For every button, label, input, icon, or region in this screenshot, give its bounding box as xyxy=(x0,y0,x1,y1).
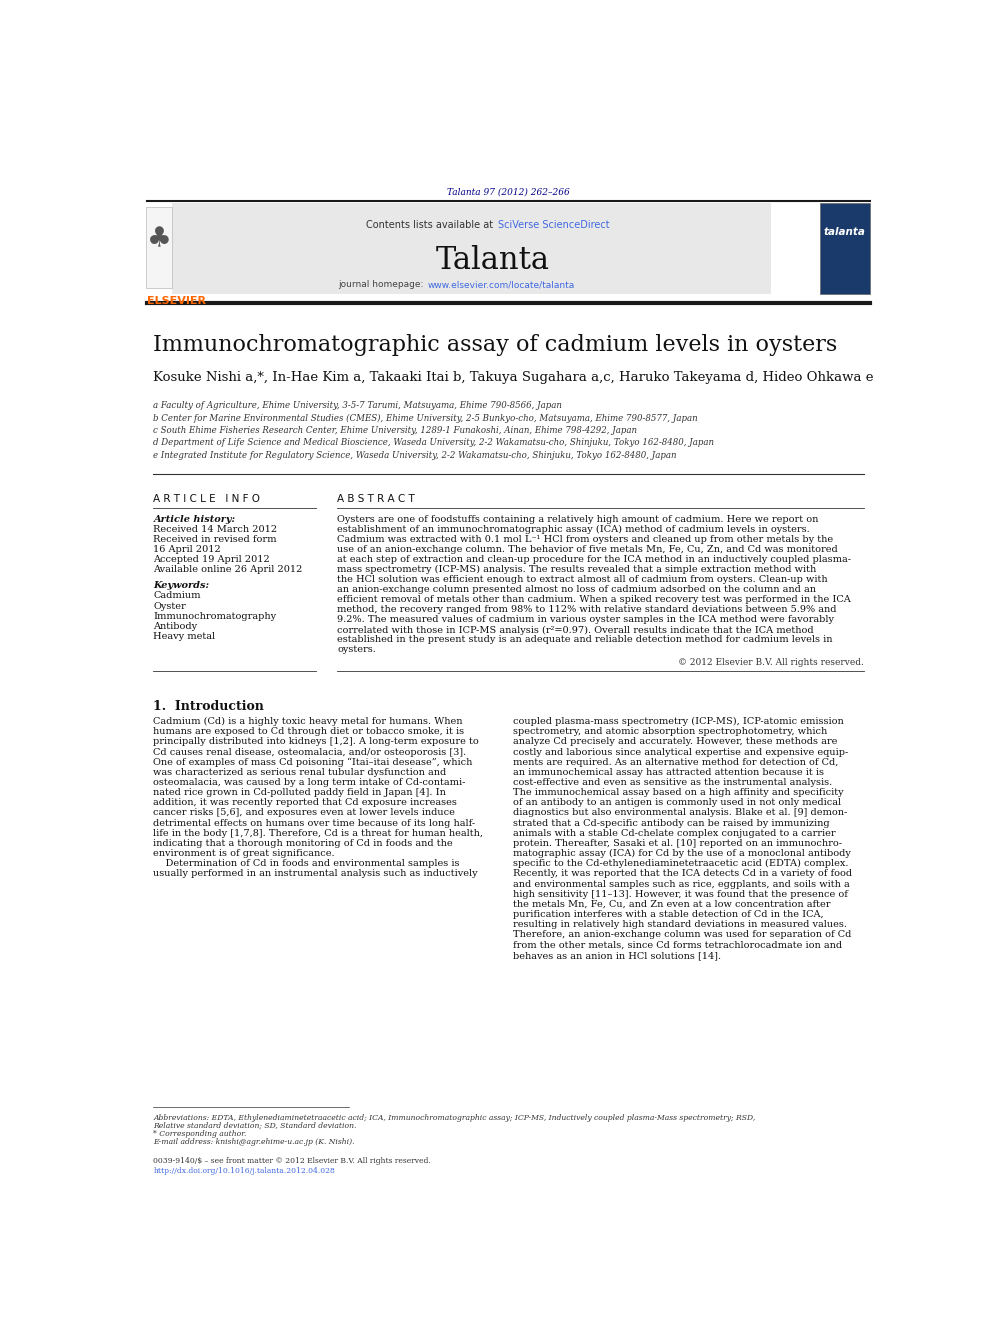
Text: correlated with those in ICP-MS analysis (r²=0.97). Overall results indicate tha: correlated with those in ICP-MS analysis… xyxy=(337,626,813,635)
Text: humans are exposed to Cd through diet or tobacco smoke, it is: humans are exposed to Cd through diet or… xyxy=(154,728,464,736)
Text: Talanta 97 (2012) 262–266: Talanta 97 (2012) 262–266 xyxy=(447,188,569,197)
Text: Immunochromatography: Immunochromatography xyxy=(154,611,277,620)
Text: mass spectrometry (ICP-MS) analysis. The results revealed that a simple extracti: mass spectrometry (ICP-MS) analysis. The… xyxy=(337,565,816,574)
Text: Oysters are one of foodstuffs containing a relatively high amount of cadmium. He: Oysters are one of foodstuffs containing… xyxy=(337,515,818,524)
Text: b Center for Marine Environmental Studies (CMES), Ehime University, 2-5 Bunkyo-c: b Center for Marine Environmental Studie… xyxy=(154,414,698,423)
Text: Antibody: Antibody xyxy=(154,622,197,631)
Text: journal homepage:: journal homepage: xyxy=(338,280,427,290)
Text: © 2012 Elsevier B.V. All rights reserved.: © 2012 Elsevier B.V. All rights reserved… xyxy=(679,659,864,668)
Text: Available online 26 April 2012: Available online 26 April 2012 xyxy=(154,565,303,574)
Text: cancer risks [5,6], and exposures even at lower levels induce: cancer risks [5,6], and exposures even a… xyxy=(154,808,455,818)
Text: animals with a stable Cd-chelate complex conjugated to a carrier: animals with a stable Cd-chelate complex… xyxy=(513,828,835,837)
Text: Contents lists available at: Contents lists available at xyxy=(366,221,496,230)
Text: use of an anion-exchange column. The behavior of five metals Mn, Fe, Cu, Zn, and: use of an anion-exchange column. The beh… xyxy=(337,545,838,554)
Text: talanta: talanta xyxy=(823,228,866,237)
Text: diagnostics but also environmental analysis. Blake et al. [9] demon-: diagnostics but also environmental analy… xyxy=(513,808,847,818)
Text: established in the present study is an adequate and reliable detection method fo: established in the present study is an a… xyxy=(337,635,832,644)
Text: d Department of Life Science and Medical Bioscience, Waseda University, 2-2 Waka: d Department of Life Science and Medical… xyxy=(154,438,714,447)
Text: Keywords:: Keywords: xyxy=(154,582,209,590)
Text: * Corresponding author.: * Corresponding author. xyxy=(154,1130,247,1139)
Text: A B S T R A C T: A B S T R A C T xyxy=(337,493,415,504)
Text: Determination of Cd in foods and environmental samples is: Determination of Cd in foods and environ… xyxy=(154,860,460,868)
Text: environment is of great significance.: environment is of great significance. xyxy=(154,849,335,859)
Text: principally distributed into kidneys [1,2]. A long-term exposure to: principally distributed into kidneys [1,… xyxy=(154,737,479,746)
Text: high sensitivity [11–13]. However, it was found that the presence of: high sensitivity [11–13]. However, it wa… xyxy=(513,890,848,898)
Text: addition, it was recently reported that Cd exposure increases: addition, it was recently reported that … xyxy=(154,798,457,807)
Text: One of examples of mass Cd poisoning “Itai–itai desease”, which: One of examples of mass Cd poisoning “It… xyxy=(154,758,473,767)
FancyBboxPatch shape xyxy=(172,202,771,294)
Text: at each step of extraction and clean-up procedure for the ICA method in an induc: at each step of extraction and clean-up … xyxy=(337,556,851,565)
Text: Cadmium: Cadmium xyxy=(154,591,201,601)
Text: resulting in relatively high standard deviations in measured values.: resulting in relatively high standard de… xyxy=(513,921,847,929)
Text: 1.  Introduction: 1. Introduction xyxy=(154,700,264,713)
Text: strated that a Cd-specific antibody can be raised by immunizing: strated that a Cd-specific antibody can … xyxy=(513,819,829,828)
Text: purification interferes with a stable detection of Cd in the ICA,: purification interferes with a stable de… xyxy=(513,910,823,919)
Text: matographic assay (ICA) for Cd by the use of a monoclonal antibody: matographic assay (ICA) for Cd by the us… xyxy=(513,849,851,859)
Text: ments are required. As an alternative method for detection of Cd,: ments are required. As an alternative me… xyxy=(513,758,838,766)
Text: Abbreviations: EDTA, Ethylenediaminetetraacetic acid; ICA, Immunochromatographic: Abbreviations: EDTA, Ethylenediaminetetr… xyxy=(154,1114,756,1122)
Text: SciVerse ScienceDirect: SciVerse ScienceDirect xyxy=(498,221,609,230)
Text: ♣: ♣ xyxy=(147,226,172,254)
Text: analyze Cd precisely and accurately. However, these methods are: analyze Cd precisely and accurately. How… xyxy=(513,737,837,746)
Text: usually performed in an instrumental analysis such as inductively: usually performed in an instrumental ana… xyxy=(154,869,478,878)
Text: specific to the Cd-ethylenediaminetetraacetic acid (EDTA) complex.: specific to the Cd-ethylenediaminetetraa… xyxy=(513,860,848,868)
Text: e Integrated Institute for Regulatory Science, Waseda University, 2-2 Wakamatsu-: e Integrated Institute for Regulatory Sc… xyxy=(154,451,677,459)
Text: of an antibody to an antigen is commonly used in not only medical: of an antibody to an antigen is commonly… xyxy=(513,798,841,807)
Text: osteomalacia, was caused by a long term intake of Cd-contami-: osteomalacia, was caused by a long term … xyxy=(154,778,466,787)
Text: Article history:: Article history: xyxy=(154,515,235,524)
Text: Received in revised form: Received in revised form xyxy=(154,536,277,544)
Text: ELSEVIER: ELSEVIER xyxy=(147,296,206,306)
Text: A R T I C L E   I N F O: A R T I C L E I N F O xyxy=(154,493,261,504)
Text: and environmental samples such as rice, eggplants, and soils with a: and environmental samples such as rice, … xyxy=(513,880,850,889)
FancyBboxPatch shape xyxy=(820,202,870,294)
Text: life in the body [1,7,8]. Therefore, Cd is a threat for human health,: life in the body [1,7,8]. Therefore, Cd … xyxy=(154,828,483,837)
Text: Received 14 March 2012: Received 14 March 2012 xyxy=(154,525,278,534)
Text: nated rice grown in Cd-polluted paddy field in Japan [4]. In: nated rice grown in Cd-polluted paddy fi… xyxy=(154,789,446,798)
Text: the metals Mn, Fe, Cu, and Zn even at a low concentration after: the metals Mn, Fe, Cu, and Zn even at a … xyxy=(513,900,830,909)
Text: detrimental effects on humans over time because of its long half-: detrimental effects on humans over time … xyxy=(154,819,475,828)
Text: Oyster: Oyster xyxy=(154,602,186,610)
Text: an immunochemical assay has attracted attention because it is: an immunochemical assay has attracted at… xyxy=(513,767,824,777)
Text: efficient removal of metals other than cadmium. When a spiked recovery test was : efficient removal of metals other than c… xyxy=(337,595,851,605)
Text: a Faculty of Agriculture, Ehime University, 3-5-7 Tarumi, Matsuyama, Ehime 790-8: a Faculty of Agriculture, Ehime Universi… xyxy=(154,401,562,410)
Text: Heavy metal: Heavy metal xyxy=(154,631,215,640)
Text: from the other metals, since Cd forms tetrachlorocadmate ion and: from the other metals, since Cd forms te… xyxy=(513,941,842,950)
Text: Relative standard deviation; SD, Standard deviation.: Relative standard deviation; SD, Standar… xyxy=(154,1122,357,1130)
Text: Talanta: Talanta xyxy=(436,245,550,277)
Text: Kosuke Nishi a,*, In-Hae Kim a, Takaaki Itai b, Takuya Sugahara a,c, Haruko Take: Kosuke Nishi a,*, In-Hae Kim a, Takaaki … xyxy=(154,370,874,384)
Text: behaves as an anion in HCl solutions [14].: behaves as an anion in HCl solutions [14… xyxy=(513,951,721,959)
Text: Therefore, an anion-exchange column was used for separation of Cd: Therefore, an anion-exchange column was … xyxy=(513,930,851,939)
Text: protein. Thereafter, Sasaki et al. [10] reported on an immunochro-: protein. Thereafter, Sasaki et al. [10] … xyxy=(513,839,842,848)
Text: Cadmium was extracted with 0.1 mol L⁻¹ HCl from oysters and cleaned up from othe: Cadmium was extracted with 0.1 mol L⁻¹ H… xyxy=(337,536,833,544)
Text: spectrometry, and atomic absorption spectrophotometry, which: spectrometry, and atomic absorption spec… xyxy=(513,728,827,736)
Text: http://dx.doi.org/10.1016/j.talanta.2012.04.028: http://dx.doi.org/10.1016/j.talanta.2012… xyxy=(154,1167,335,1175)
Text: Cd causes renal disease, osteomalacia, and/or osteoporosis [3].: Cd causes renal disease, osteomalacia, a… xyxy=(154,747,466,757)
Text: costly and laborious since analytical expertise and expensive equip-: costly and laborious since analytical ex… xyxy=(513,747,848,757)
Text: Recently, it was reported that the ICA detects Cd in a variety of food: Recently, it was reported that the ICA d… xyxy=(513,869,852,878)
Text: cost-effective and even as sensitive as the instrumental analysis.: cost-effective and even as sensitive as … xyxy=(513,778,832,787)
Text: method, the recovery ranged from 98% to 112% with relative standard deviations b: method, the recovery ranged from 98% to … xyxy=(337,606,836,614)
Text: The immunochemical assay based on a high affinity and specificity: The immunochemical assay based on a high… xyxy=(513,789,843,798)
Text: E-mail address: knishi@agr.ehime-u.ac.jp (K. Nishi).: E-mail address: knishi@agr.ehime-u.ac.jp… xyxy=(154,1138,355,1146)
Text: 0039-9140/$ – see front matter © 2012 Elsevier B.V. All rights reserved.: 0039-9140/$ – see front matter © 2012 El… xyxy=(154,1158,432,1166)
Text: was characterized as serious renal tubular dysfunction and: was characterized as serious renal tubul… xyxy=(154,767,446,777)
Text: indicating that a thorough monitoring of Cd in foods and the: indicating that a thorough monitoring of… xyxy=(154,839,453,848)
Text: Immunochromatographic assay of cadmium levels in oysters: Immunochromatographic assay of cadmium l… xyxy=(154,335,837,356)
Text: oysters.: oysters. xyxy=(337,646,376,655)
Text: 9.2%. The measured values of cadmium in various oyster samples in the ICA method: 9.2%. The measured values of cadmium in … xyxy=(337,615,834,624)
Text: establishment of an immunochromatographic assay (ICA) method of cadmium levels i: establishment of an immunochromatographi… xyxy=(337,525,809,534)
Text: www.elsevier.com/locate/talanta: www.elsevier.com/locate/talanta xyxy=(428,280,575,290)
Text: c South Ehime Fisheries Research Center, Ehime University, 1289-1 Funakoshi, Ain: c South Ehime Fisheries Research Center,… xyxy=(154,426,638,435)
Text: an anion-exchange column presented almost no loss of cadmium adsorbed on the col: an anion-exchange column presented almos… xyxy=(337,585,816,594)
Text: the HCl solution was efficient enough to extract almost all of cadmium from oyst: the HCl solution was efficient enough to… xyxy=(337,576,827,585)
FancyBboxPatch shape xyxy=(146,206,172,288)
Text: Accepted 19 April 2012: Accepted 19 April 2012 xyxy=(154,556,270,565)
Text: Cadmium (Cd) is a highly toxic heavy metal for humans. When: Cadmium (Cd) is a highly toxic heavy met… xyxy=(154,717,463,726)
Text: coupled plasma-mass spectrometry (ICP-MS), ICP-atomic emission: coupled plasma-mass spectrometry (ICP-MS… xyxy=(513,717,844,726)
Text: 16 April 2012: 16 April 2012 xyxy=(154,545,221,554)
